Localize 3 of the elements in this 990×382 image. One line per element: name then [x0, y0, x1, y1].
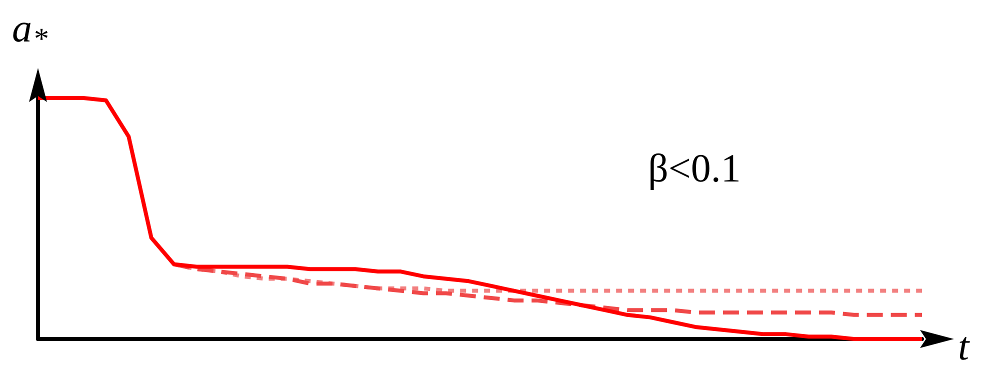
x-axis-title: t — [958, 324, 970, 368]
annotation: β<0.1 — [648, 146, 741, 190]
y-axis-title: a* — [12, 6, 49, 56]
